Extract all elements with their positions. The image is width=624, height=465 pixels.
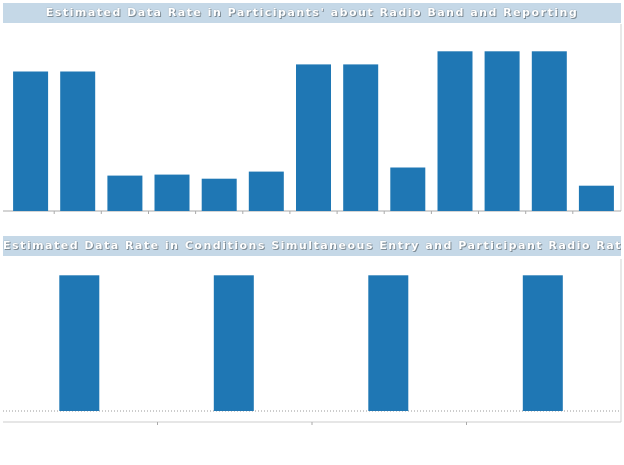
- chart-1-title: Estimated Data Rate in Participants' abo…: [3, 3, 621, 23]
- chart-2-bar-0: [59, 275, 100, 411]
- chart-1-bar-4: [201, 178, 237, 211]
- chart-2-bar-3: [522, 275, 563, 411]
- chart-1-bar-1: [60, 71, 96, 211]
- chart-1-bar-0: [13, 71, 49, 211]
- chart-2-title: Estimated Data Rate in Conditions Simult…: [3, 236, 621, 256]
- chart-1-bar-5: [248, 171, 284, 211]
- chart-1-bar-6: [296, 64, 331, 212]
- chart-1-bar-7: [343, 64, 379, 212]
- chart-1-bar-9: [437, 51, 473, 211]
- chart-1-bar-8: [390, 167, 426, 211]
- chart-1-bar-10: [484, 51, 520, 211]
- chart-1-bar-12: [578, 185, 614, 211]
- chart-1-bar-11: [531, 51, 567, 211]
- chart-1-bar-3: [154, 174, 190, 211]
- chart-2-bar-2: [368, 275, 409, 411]
- chart-2-bar-1: [213, 275, 254, 411]
- chart-1-bar-2: [107, 175, 143, 211]
